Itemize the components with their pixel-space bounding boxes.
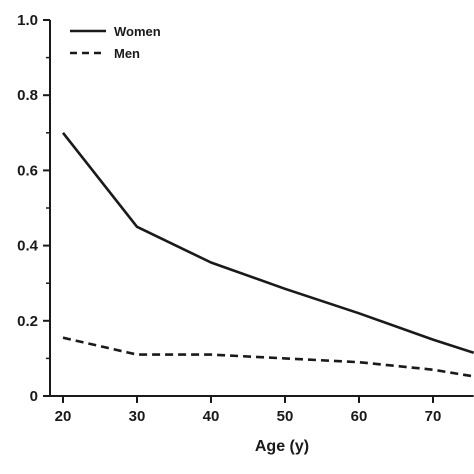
y-tick-label: 0 [30,388,38,405]
x-tick-label: 50 [277,408,294,425]
x-tick-label: 70 [425,408,442,425]
series-line-men [62,336,474,378]
y-tick-label: 0.2 [17,313,38,330]
legend-label-men: Men [114,46,140,61]
y-tick-label: 0.4 [17,238,39,255]
series-line-women [61,131,474,355]
legend: Women Men [70,24,161,61]
y-axis: 0 0.2 0.4 0.6 0.8 1.0 [17,12,51,405]
x-tick-label: 20 [55,408,72,425]
y-tick-label: 1.0 [17,12,38,29]
x-tick-label: 30 [129,408,146,425]
y-tick-label: 0.8 [17,87,38,104]
series-layer [61,131,474,378]
x-axis: 20 30 40 50 60 70 [50,395,474,425]
x-axis-title: Age (y) [255,438,309,455]
legend-label-women: Women [114,24,161,39]
x-tick-label: 60 [351,408,368,425]
x-tick-label: 40 [203,408,220,425]
y-tick-label: 0.6 [17,162,38,179]
